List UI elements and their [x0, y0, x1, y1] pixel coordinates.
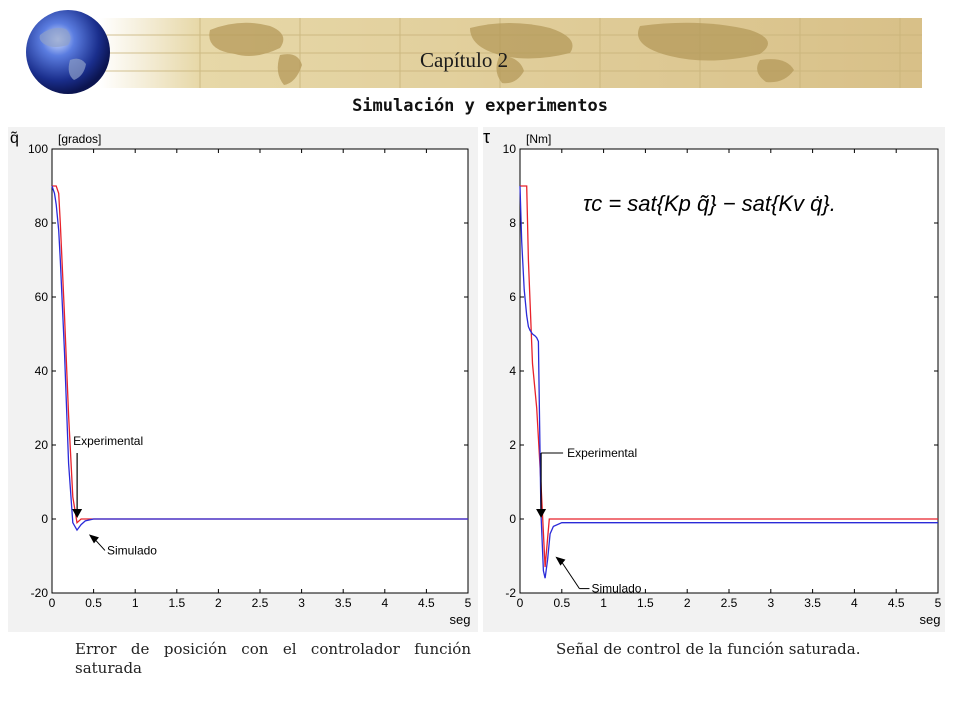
x-tick-label: 1.5 — [637, 596, 654, 610]
y-tick-label: 100 — [28, 142, 48, 156]
caption-position-error: Error de posición con el controlador fun… — [75, 640, 471, 677]
annotation-simulado: Simulado — [591, 582, 641, 596]
arrow-head — [555, 556, 566, 566]
annotation-arrow-simulado — [561, 561, 580, 589]
x-tick-label: 0 — [49, 596, 56, 610]
x-tick-label: 2 — [215, 596, 222, 610]
x-axis-label: seg — [920, 612, 941, 627]
x-tick-label: 1.5 — [168, 596, 185, 610]
arrow-head — [536, 509, 547, 518]
x-axis-label: seg — [450, 612, 471, 627]
x-tick-label: 3.5 — [335, 596, 352, 610]
y-axis-symbol: q̃ — [10, 130, 19, 147]
x-tick-label: 3 — [767, 596, 774, 610]
y-tick-label: 8 — [509, 216, 516, 230]
x-tick-label: 2.5 — [252, 596, 269, 610]
x-tick-label: 0.5 — [553, 596, 570, 610]
x-tick-label: 5 — [935, 596, 942, 610]
y-tick-label: 10 — [503, 142, 517, 156]
y-tick-label: 0 — [509, 512, 516, 526]
plot-area — [52, 149, 468, 593]
y-tick-label: -20 — [31, 586, 49, 600]
y-tick-label: 6 — [509, 290, 516, 304]
annotation-arrow-simulado — [94, 539, 106, 551]
control-law-formula: τc = sat{Kp q̃} − sat{Kv q̇}. — [583, 191, 836, 216]
y-tick-label: 0 — [41, 512, 48, 526]
arrow-head — [72, 509, 83, 518]
caption-control-signal: Señal de control de la función saturada. — [556, 640, 861, 658]
y-tick-label: 60 — [35, 290, 49, 304]
annotation-simulado: Simulado — [107, 543, 157, 557]
header-banner — [26, 10, 922, 94]
x-tick-label: 4.5 — [418, 596, 435, 610]
series-line-simulado — [519, 185, 938, 579]
chapter-title: Capítulo 2 — [420, 48, 509, 72]
y-tick-label: 4 — [509, 364, 516, 378]
x-tick-label: 1 — [132, 596, 139, 610]
y-axis-label: [Nm] — [526, 132, 551, 146]
x-tick-label: 4 — [851, 596, 858, 610]
y-tick-label: 80 — [35, 216, 49, 230]
y-tick-label: 2 — [509, 438, 516, 452]
x-tick-label: 0.5 — [85, 596, 102, 610]
globe-icon — [26, 10, 110, 94]
x-tick-label: 4.5 — [888, 596, 905, 610]
plot-frame — [51, 148, 469, 594]
annotation-experimental: Experimental — [567, 446, 637, 460]
x-tick-label: 4 — [381, 596, 388, 610]
slide-title: Simulación y experimentos — [352, 96, 608, 116]
x-tick-label: 3.5 — [804, 596, 821, 610]
series-line-simulado — [51, 185, 468, 532]
x-tick-label: 0 — [517, 596, 524, 610]
map-continents — [209, 22, 794, 85]
annotation-experimental: Experimental — [73, 434, 143, 448]
y-tick-label: 40 — [35, 364, 49, 378]
y-tick-label: -2 — [505, 586, 516, 600]
x-tick-label: 3 — [298, 596, 305, 610]
x-tick-label: 1 — [600, 596, 607, 610]
arrow-head — [88, 534, 99, 544]
y-tick-label: 20 — [35, 438, 49, 452]
x-tick-label: 2.5 — [721, 596, 738, 610]
y-axis-symbol: τ — [483, 127, 490, 147]
plot-frame — [519, 148, 939, 594]
x-tick-label: 5 — [465, 596, 472, 610]
x-tick-label: 2 — [684, 596, 691, 610]
y-axis-label: [grados] — [58, 132, 101, 146]
